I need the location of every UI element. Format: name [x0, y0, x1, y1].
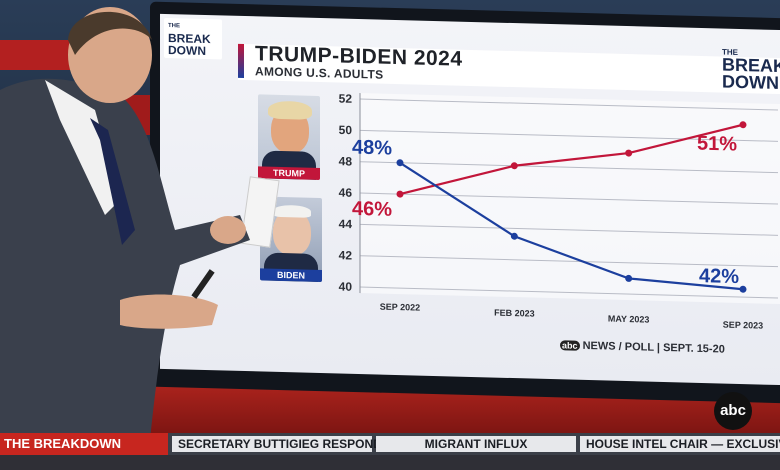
y-tick-label: 44: [339, 217, 353, 231]
data-point-trump: [396, 190, 404, 198]
data-label: 51%: [697, 133, 737, 156]
y-axis-ticks: 40 42 44 46 48 50 52: [339, 91, 353, 293]
y-tick-label: 52: [339, 91, 353, 105]
x-tick-label: SEP 2023: [723, 320, 763, 331]
presenter-hand-right: [120, 294, 218, 329]
data-point-trump: [739, 121, 747, 129]
monitor-screen: THE BREAK DOWN TRUMP-BIDEN 2024 AMONG U.…: [160, 13, 780, 386]
ticker-brand: THE BREAKDOWN: [0, 433, 168, 455]
ticker-item: HOUSE INTEL CHAIR — EXCLUSIVE: [580, 436, 780, 452]
y-tick-label: 48: [339, 154, 353, 168]
y-tick-label: 40: [339, 279, 353, 293]
data-point-biden: [396, 159, 404, 167]
data-point-trump: [510, 162, 518, 170]
abc-logo-small: abc: [560, 340, 580, 351]
gridline: [360, 286, 778, 299]
data-point-trump: [625, 149, 633, 157]
presenter-hair: [68, 11, 152, 55]
x-tick-label: MAY 2023: [608, 314, 650, 325]
x-tick-label: SEP 2022: [380, 302, 420, 313]
series-line-trump: [399, 123, 744, 196]
data-label: 42%: [699, 265, 739, 288]
gridline: [360, 255, 778, 268]
presenter: [0, 7, 250, 441]
gridline: [360, 98, 778, 111]
chart-series: [396, 121, 747, 293]
y-tick-label: 50: [339, 123, 353, 137]
data-point-biden: [510, 232, 518, 240]
gridline: [360, 129, 778, 142]
data-point-biden: [625, 274, 633, 282]
presenter-hand-left: [210, 216, 246, 244]
presenter-tie: [90, 118, 135, 245]
ticker-footer: [0, 455, 780, 470]
data-labels: 48% 46% 51% 42%: [352, 133, 739, 289]
x-axis-ticks: SEP 2022 FEB 2023 MAY 2023 SEP 2023: [380, 302, 763, 331]
data-point-biden: [739, 285, 747, 293]
y-tick-label: 46: [339, 185, 353, 199]
ticker-item: MIGRANT INFLUX: [376, 436, 576, 452]
series-line-biden: [399, 161, 744, 291]
chart-grid: [359, 93, 780, 305]
gridline: [360, 161, 778, 174]
data-label: 46%: [352, 198, 392, 221]
presenter-suit: [0, 78, 250, 441]
ticker-item: SECRETARY BUTTIGIEG RESPONDS: [172, 436, 390, 452]
network-bug: abc: [714, 392, 752, 430]
presenter-pen: [191, 269, 215, 299]
presenter-shirt: [45, 80, 120, 215]
gridline: [360, 223, 778, 236]
data-label: 48%: [352, 137, 392, 160]
y-tick-label: 42: [339, 248, 353, 262]
gridline: [360, 192, 778, 205]
x-tick-label: FEB 2023: [494, 308, 535, 319]
